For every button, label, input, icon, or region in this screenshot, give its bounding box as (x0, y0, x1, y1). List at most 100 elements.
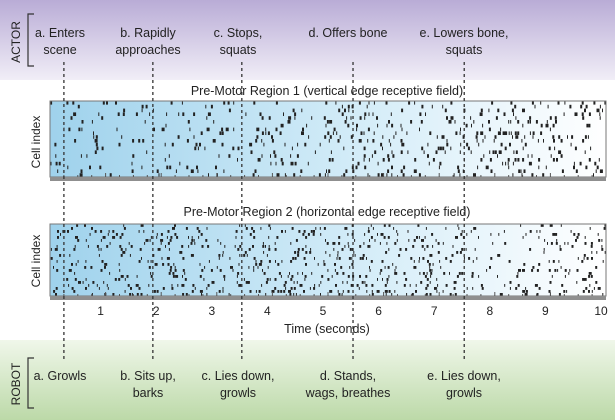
spike (582, 116, 585, 120)
spike (56, 245, 58, 248)
spike (131, 169, 134, 174)
spike (599, 104, 601, 109)
spike (523, 169, 526, 174)
spike (161, 257, 163, 260)
spike (484, 135, 486, 139)
spike (498, 233, 500, 236)
spike (400, 150, 403, 155)
spike (437, 251, 440, 254)
spike (112, 230, 115, 233)
spike (96, 146, 99, 151)
spike (555, 233, 558, 236)
spike (406, 293, 408, 296)
spike (466, 287, 468, 290)
spike (283, 112, 284, 117)
actor-band: ACTOR a. Enters scene b. Rapidly approaches… (0, 0, 615, 80)
spike (362, 254, 365, 257)
spike (261, 284, 263, 287)
spike (372, 227, 374, 230)
spike (203, 278, 205, 281)
spike (382, 146, 383, 151)
spike (117, 112, 120, 117)
spike (472, 260, 474, 263)
spike (223, 169, 225, 174)
spike (438, 165, 440, 170)
spike (193, 135, 195, 139)
spike (302, 127, 304, 132)
spike (115, 233, 118, 236)
spike (363, 242, 365, 245)
spike (538, 287, 541, 290)
spike (462, 169, 464, 174)
spike (405, 278, 408, 281)
spike (401, 142, 405, 147)
spike (350, 135, 353, 139)
spike (98, 248, 100, 251)
spike (429, 131, 432, 136)
spike (473, 173, 476, 177)
spike (356, 127, 358, 132)
spike (127, 284, 130, 287)
spike (289, 272, 290, 275)
spike (228, 108, 231, 113)
spike (275, 260, 276, 263)
spike (71, 227, 73, 230)
spike (104, 266, 106, 269)
actor-event-line2: approaches (115, 43, 180, 57)
spike (95, 142, 98, 147)
spike (253, 236, 256, 239)
spike (317, 263, 319, 266)
spike (346, 116, 348, 120)
robot-event-line2: barks (133, 386, 164, 400)
spike (125, 248, 127, 251)
spike (290, 260, 293, 263)
spike (395, 266, 397, 269)
spike (118, 263, 120, 266)
spike (583, 254, 586, 257)
spike (160, 233, 163, 236)
spike (429, 293, 432, 296)
spike (407, 150, 409, 155)
spike (257, 266, 259, 269)
spike (419, 272, 421, 275)
spike (566, 290, 568, 293)
spike (192, 284, 195, 287)
spike (215, 165, 217, 170)
spike (432, 245, 434, 248)
spike (351, 263, 354, 266)
spike (588, 272, 592, 275)
spike (310, 230, 313, 233)
spike (57, 169, 59, 174)
spike (171, 284, 173, 287)
spike (488, 120, 490, 124)
spike (208, 260, 210, 263)
spike (550, 242, 553, 245)
spike (115, 101, 117, 105)
spike (324, 173, 326, 177)
spike (515, 150, 518, 155)
spike (359, 275, 361, 278)
spike (269, 278, 271, 281)
spike (118, 278, 121, 281)
spike (171, 287, 174, 290)
spike (380, 142, 383, 147)
spike (366, 104, 368, 109)
robot-event-line2: wags, breathes (305, 386, 391, 400)
spike (518, 169, 521, 174)
spike (308, 135, 310, 139)
spike (545, 165, 547, 170)
spike (139, 248, 142, 251)
robot-events: a. Growls b. Sits up, barks c. Lies down, gr… (34, 369, 501, 400)
spike (536, 293, 539, 296)
spike (424, 248, 426, 251)
spike (514, 158, 517, 162)
spike (471, 272, 474, 275)
spike (179, 251, 183, 254)
spike (182, 112, 185, 117)
spike (386, 242, 388, 245)
spike (524, 293, 528, 296)
spike (382, 135, 384, 139)
spike (288, 116, 292, 120)
spike (365, 284, 368, 287)
